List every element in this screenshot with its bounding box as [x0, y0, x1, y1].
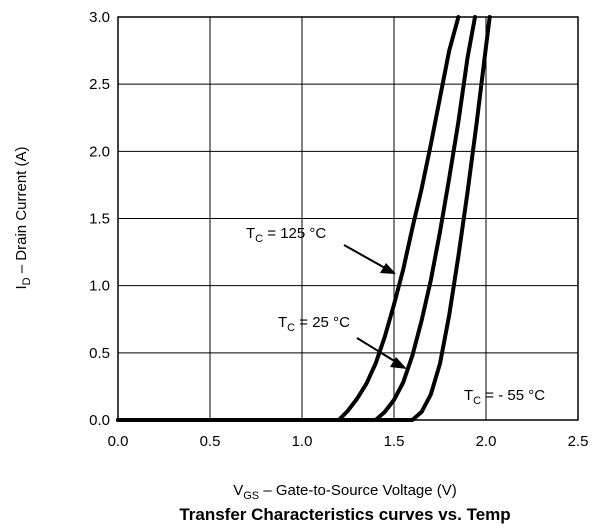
x-tick-label: 2.0: [476, 433, 497, 450]
y-tick-label: 1.0: [89, 278, 110, 295]
annotation-tc-minus-55: TC = - 55 °C: [464, 387, 545, 407]
series-lines: [116, 15, 492, 422]
series-line-2: [116, 15, 492, 422]
chart-title: Transfer Characteristics curves vs. Temp: [179, 505, 510, 524]
y-tick-labels: 0.0 0.5 1.0 1.5 2.0 2.5 3.0: [89, 9, 110, 429]
annotation-arrow-tc-125: [343, 244, 396, 274]
y-tick-label: 2.0: [89, 143, 110, 160]
y-axis-label: ID – Drain Current (A): [13, 147, 33, 290]
x-tick-labels: 0.0 0.5 1.0 1.5 2.0 2.5: [108, 433, 589, 450]
y-tick-label: 2.5: [89, 76, 110, 93]
x-tick-label: 1.0: [292, 433, 313, 450]
annotation-arrow-tc-25: [356, 337, 407, 369]
x-tick-label: 0.5: [200, 433, 221, 450]
y-tick-label: 1.5: [89, 211, 110, 228]
annotation-tc-25: TC = 25 °C: [278, 314, 350, 334]
y-tick-label: 3.0: [89, 9, 110, 26]
x-tick-label: 0.0: [108, 433, 129, 450]
series-line-0: [116, 15, 461, 422]
series-line-1: [116, 15, 477, 422]
x-axis-label: VGS – Gate-to-Source Voltage (V): [233, 482, 457, 502]
y-tick-label: 0.5: [89, 345, 110, 362]
grid: [117, 16, 579, 421]
annotation-tc-125: TC = 125 °C: [246, 225, 326, 245]
x-tick-label: 1.5: [384, 433, 405, 450]
x-tick-label: 2.5: [568, 433, 589, 450]
y-tick-label: 0.0: [89, 412, 110, 429]
